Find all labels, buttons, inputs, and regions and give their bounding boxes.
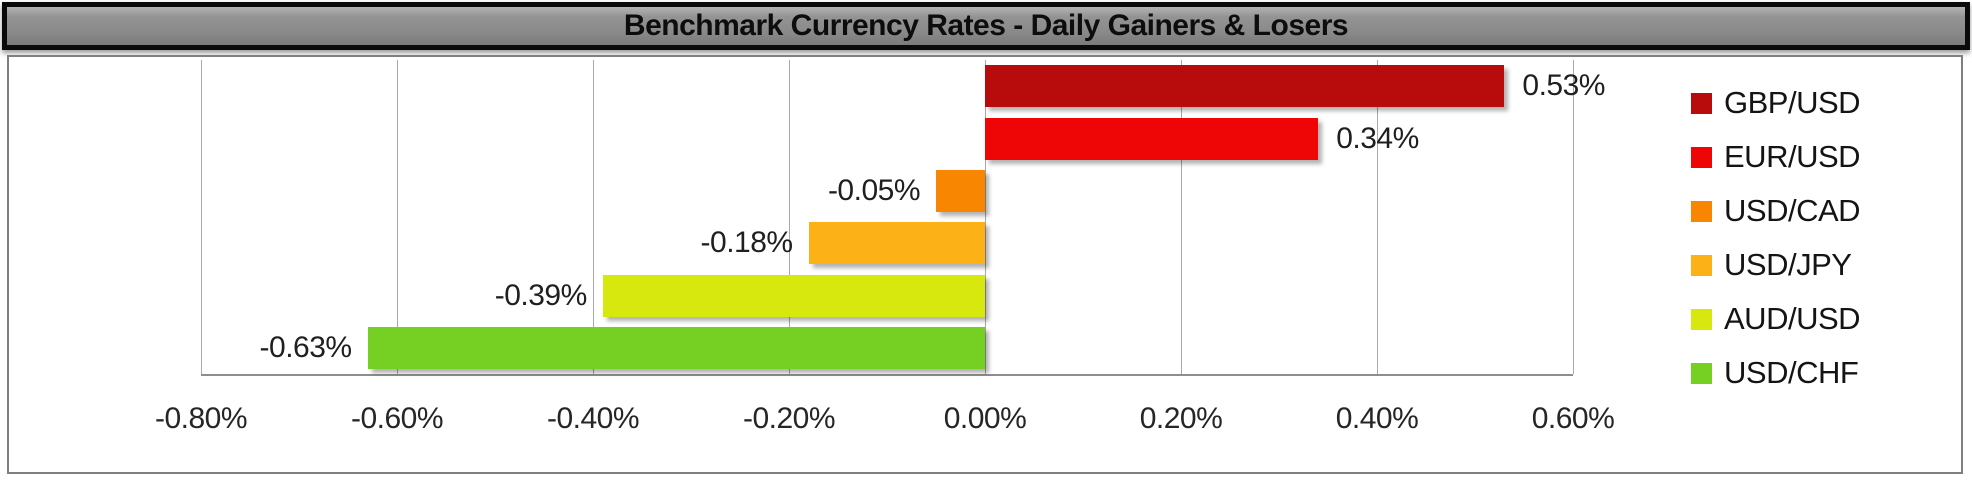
plot-area: 0.53% 0.34% -0.05% -0.18% -0.39% -0.63% bbox=[201, 60, 1605, 376]
bar-value-label: 0.53% bbox=[1522, 69, 1605, 103]
x-tick-label: 0.20% bbox=[1139, 402, 1223, 435]
legend-label: USD/CAD bbox=[1724, 193, 1861, 228]
legend-label: EUR/USD bbox=[1724, 139, 1861, 174]
legend-label: USD/CHF bbox=[1724, 355, 1859, 390]
legend-swatch bbox=[1691, 92, 1712, 114]
bar bbox=[367, 326, 985, 369]
bar bbox=[602, 274, 985, 317]
gridline bbox=[1573, 60, 1574, 374]
x-axis: -0.80% -0.60% -0.40% -0.20% 0.00% 0.20% 0.40% 0… bbox=[0, 402, 1972, 438]
legend-item: USD/CHF bbox=[1691, 346, 1860, 400]
gridline bbox=[1377, 60, 1378, 374]
legend-swatch bbox=[1691, 146, 1712, 168]
legend-swatch bbox=[1691, 308, 1712, 330]
legend-item: EUR/USD bbox=[1691, 130, 1861, 184]
x-tick-label: 0.00% bbox=[943, 402, 1027, 435]
legend-item: USD/CAD bbox=[1691, 184, 1861, 238]
x-tick-label: -0.60% bbox=[350, 402, 444, 435]
gridline bbox=[397, 60, 398, 374]
legend-swatch bbox=[1691, 362, 1712, 384]
gridline bbox=[789, 60, 790, 374]
legend-swatch bbox=[1691, 254, 1712, 276]
x-tick-label: 0.60% bbox=[1531, 402, 1615, 435]
x-tick-label: -0.40% bbox=[546, 402, 640, 435]
bar-value-label: -0.63% bbox=[259, 330, 353, 364]
bar-value-label: 0.34% bbox=[1336, 121, 1419, 155]
legend-label: AUD/USD bbox=[1724, 301, 1861, 336]
chart-title: Benchmark Currency Rates - Daily Gainers… bbox=[623, 9, 1349, 42]
legend-label: USD/JPY bbox=[1724, 247, 1852, 282]
legend-item: AUD/USD bbox=[1691, 292, 1861, 346]
x-tick-label: -0.20% bbox=[742, 402, 836, 435]
legend-item: USD/JPY bbox=[1691, 238, 1860, 292]
gridline bbox=[201, 60, 202, 374]
gridline bbox=[985, 60, 986, 374]
gridline bbox=[1181, 60, 1182, 374]
bar bbox=[936, 169, 985, 212]
legend: GBP/USD EUR/USD USD/CAD USD/JPY AUD/USD USD/C… bbox=[1691, 76, 1861, 400]
bar bbox=[985, 65, 1505, 108]
bar-value-label: -0.18% bbox=[700, 226, 794, 260]
bar bbox=[808, 222, 985, 265]
legend-item: GBP/USD bbox=[1691, 76, 1861, 130]
x-tick-label: 0.40% bbox=[1335, 402, 1419, 435]
gridline bbox=[593, 60, 594, 374]
chart-title-banner: Benchmark Currency Rates - Daily Gainers… bbox=[2, 2, 1970, 50]
bar bbox=[985, 117, 1319, 160]
bar-value-label: -0.05% bbox=[827, 173, 921, 207]
x-tick-label: -0.80% bbox=[154, 402, 248, 435]
legend-swatch bbox=[1691, 200, 1712, 222]
legend-label: GBP/USD bbox=[1724, 85, 1861, 120]
bar-value-label: -0.39% bbox=[494, 278, 588, 312]
